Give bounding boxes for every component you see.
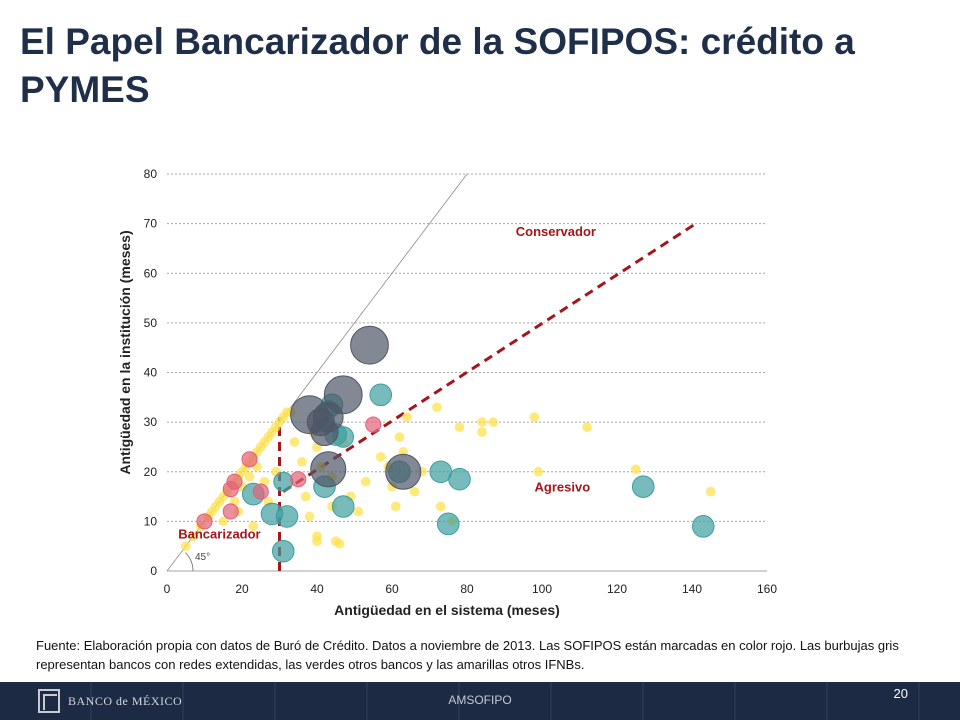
bubble-green [271, 539, 295, 563]
bubble-yellow [705, 486, 716, 497]
logo-text: BANCO de MÉXICO [68, 693, 183, 708]
bubble-red [365, 416, 382, 433]
bubble-yellow [304, 511, 315, 522]
footer-decoration [0, 682, 960, 720]
bubble-yellow [394, 432, 405, 442]
bubble-yellow [300, 491, 311, 502]
bubble-yellow [312, 536, 322, 547]
bubble-gray [350, 325, 389, 365]
bubble-yellow [488, 417, 499, 427]
y-axis-label: Antigüedad en la institución (meses) [117, 230, 133, 474]
bubble-green [273, 471, 294, 492]
bubble-yellow [454, 422, 465, 432]
bubble-red [196, 513, 213, 530]
bubble-yellow [360, 476, 371, 487]
bubble-yellow [630, 464, 641, 475]
bubble-green [369, 383, 393, 407]
bubble-red [252, 483, 269, 500]
banxico-logo-icon [38, 689, 60, 713]
page-number: 20 [893, 686, 908, 701]
reference-line-aggressive-line [282, 222, 697, 493]
banxico-logo: BANCO de MÉXICO [38, 688, 182, 714]
bubble-yellow [432, 402, 442, 413]
y-tick-label: 30 [144, 415, 158, 429]
y-tick-label: 60 [144, 266, 158, 280]
bubble-green [436, 512, 460, 536]
y-tick-label: 0 [150, 564, 157, 578]
source-note: Fuente: Elaboración propia con datos de … [36, 638, 899, 672]
bubble-yellow [409, 486, 420, 497]
bubble-green [691, 515, 715, 538]
bubble-gray [385, 453, 422, 490]
bubble-yellow [375, 452, 386, 462]
annotation-label: Agresivo [535, 480, 591, 495]
angle-arc [185, 552, 194, 572]
footer-label: AMSOFIPO [448, 693, 512, 707]
bubble-gray [310, 451, 347, 488]
x-tick-label: 100 [532, 582, 552, 596]
scatter-chart: 0 10 20 30 40 50 60 70 80 0 20 40 60 80 100 120 140 160 An… [117, 167, 777, 618]
bubble-yellow [218, 516, 229, 527]
bubble-yellow [582, 422, 592, 432]
bubble-yellow [334, 538, 345, 549]
x-tick-label: 120 [607, 582, 627, 596]
bubble-yellow [529, 412, 540, 423]
angle-label: 45° [195, 552, 210, 563]
bubble-yellow [435, 501, 446, 512]
bubble-green [331, 495, 355, 518]
bubble-gray [306, 408, 335, 437]
y-tick-label: 20 [144, 465, 158, 479]
bubble-yellow [297, 456, 307, 467]
x-tick-label: 40 [310, 582, 324, 596]
bubble-yellow [477, 427, 487, 437]
annotation-label: Conservador [516, 224, 596, 239]
bubble-yellow [289, 437, 300, 447]
x-tick-label: 140 [682, 582, 702, 596]
bubble-yellow [244, 471, 255, 482]
y-tick-label: 70 [144, 217, 158, 231]
bubble-green [631, 475, 655, 498]
bubble-red [226, 473, 243, 490]
y-tick-label: 10 [144, 514, 158, 528]
bubble-yellow [188, 531, 199, 542]
bubble-yellow [180, 541, 191, 552]
y-tick-label: 80 [144, 167, 158, 181]
x-tick-label: 20 [235, 582, 249, 596]
bubble-red [241, 451, 258, 468]
bubble-red [290, 471, 307, 488]
x-tick-label: 0 [164, 582, 171, 596]
bubble-green [260, 502, 284, 526]
x-tick-label: 160 [757, 582, 777, 596]
bubble-yellow [533, 466, 544, 477]
x-tick-label: 80 [460, 582, 474, 596]
x-axis-label: Antigüedad en el sistema (meses) [334, 602, 560, 618]
bubble-red [222, 503, 239, 520]
bubble-yellow [477, 417, 487, 427]
x-tick-label: 60 [385, 582, 399, 596]
bubble-yellow [402, 412, 412, 423]
bubble-yellow [390, 501, 401, 512]
footer-bar: BANCO de MÉXICO AMSOFIPO [0, 682, 960, 720]
y-tick-label: 50 [144, 316, 158, 330]
bubble-yellow [248, 521, 259, 532]
y-tick-label: 40 [144, 366, 158, 380]
slide-title: El Papel Bancarizador de la SOFIPOS: cré… [20, 21, 855, 110]
bubble-yellow [353, 506, 364, 517]
bubble-green [448, 467, 471, 491]
annotation-label: Bancarizador [178, 527, 260, 542]
